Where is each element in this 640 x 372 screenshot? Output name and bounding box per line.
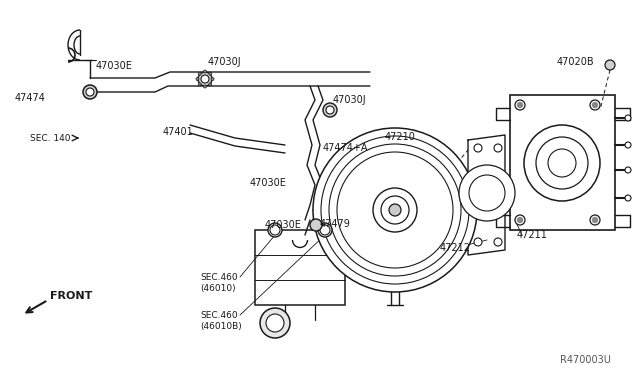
- Circle shape: [196, 77, 199, 80]
- Circle shape: [381, 196, 409, 224]
- Text: 47030J: 47030J: [333, 95, 367, 105]
- Circle shape: [494, 238, 502, 246]
- Circle shape: [266, 314, 284, 332]
- Text: 47210: 47210: [385, 132, 416, 142]
- Circle shape: [625, 115, 631, 121]
- Circle shape: [590, 100, 600, 110]
- Circle shape: [590, 215, 600, 225]
- Circle shape: [515, 100, 525, 110]
- Text: 47030E: 47030E: [250, 178, 287, 188]
- Circle shape: [318, 223, 332, 237]
- Circle shape: [320, 225, 330, 235]
- Text: FRONT: FRONT: [50, 291, 92, 301]
- Text: SEC.460: SEC.460: [200, 311, 237, 320]
- Circle shape: [313, 128, 477, 292]
- Circle shape: [204, 85, 207, 88]
- Circle shape: [474, 144, 482, 152]
- Circle shape: [310, 219, 322, 231]
- Circle shape: [518, 103, 522, 108]
- Circle shape: [518, 218, 522, 222]
- Circle shape: [268, 223, 282, 237]
- Circle shape: [201, 75, 209, 83]
- Circle shape: [389, 204, 401, 216]
- Text: 47030E: 47030E: [96, 61, 133, 71]
- Circle shape: [593, 218, 598, 222]
- Text: (46010B): (46010B): [200, 321, 242, 330]
- Circle shape: [326, 106, 334, 114]
- Circle shape: [494, 144, 502, 152]
- Text: 47474: 47474: [15, 93, 46, 103]
- Circle shape: [270, 225, 280, 235]
- Text: 47030E: 47030E: [265, 220, 302, 230]
- Text: SEC. 140: SEC. 140: [30, 134, 70, 142]
- Circle shape: [536, 137, 588, 189]
- Circle shape: [323, 103, 337, 117]
- Circle shape: [329, 144, 461, 276]
- Text: 47212: 47212: [440, 243, 471, 253]
- Text: 47474+A: 47474+A: [323, 143, 369, 153]
- Circle shape: [548, 149, 576, 177]
- Text: 47401: 47401: [163, 127, 194, 137]
- Text: 47020B: 47020B: [557, 57, 595, 67]
- Circle shape: [198, 83, 201, 86]
- Circle shape: [459, 165, 515, 221]
- Circle shape: [625, 167, 631, 173]
- Circle shape: [593, 103, 598, 108]
- Circle shape: [625, 142, 631, 148]
- Bar: [255, 230, 345, 305]
- Text: (46010): (46010): [200, 283, 236, 292]
- Circle shape: [209, 83, 212, 86]
- Circle shape: [337, 152, 453, 268]
- Circle shape: [625, 195, 631, 201]
- Circle shape: [474, 238, 482, 246]
- Circle shape: [260, 308, 290, 338]
- Circle shape: [204, 70, 207, 73]
- Circle shape: [211, 77, 214, 80]
- Text: 47030J: 47030J: [208, 57, 242, 67]
- Circle shape: [373, 188, 417, 232]
- Circle shape: [469, 175, 505, 211]
- Circle shape: [83, 85, 97, 99]
- Circle shape: [321, 136, 469, 284]
- Text: 47211: 47211: [517, 230, 548, 240]
- Bar: [510, 95, 615, 230]
- Text: R470003U: R470003U: [560, 355, 611, 365]
- Circle shape: [524, 125, 600, 201]
- Circle shape: [86, 88, 94, 96]
- Circle shape: [198, 72, 201, 75]
- Circle shape: [209, 72, 212, 75]
- Circle shape: [515, 215, 525, 225]
- Circle shape: [605, 60, 615, 70]
- Text: SEC.460: SEC.460: [200, 273, 237, 282]
- Circle shape: [198, 72, 212, 86]
- Text: 47479: 47479: [320, 219, 351, 229]
